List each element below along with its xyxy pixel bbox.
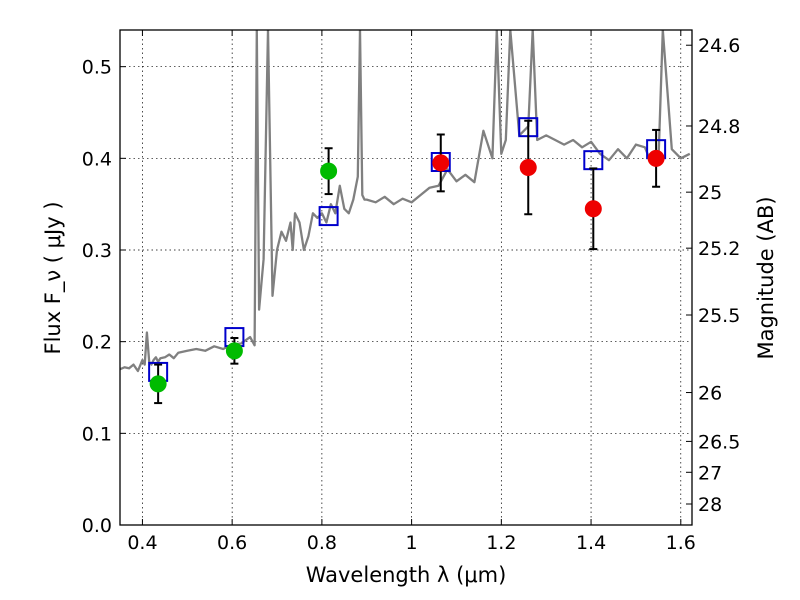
right-tick-label: 28 <box>698 494 722 516</box>
x-tick-label: 1 <box>406 532 418 554</box>
y-tick-label: 0.2 <box>82 332 112 354</box>
y-tick-label: 0.3 <box>82 240 112 262</box>
marker-layer <box>148 117 667 405</box>
model-photometry-point <box>318 206 339 227</box>
observed-optical-point <box>149 375 167 393</box>
x-tick-label: 0.8 <box>307 532 337 554</box>
x-tick-label: 0.6 <box>217 532 247 554</box>
right-tick-label: 24.8 <box>698 116 740 138</box>
y-tick-label: 0.1 <box>82 423 112 445</box>
observed-nir-point <box>432 154 450 172</box>
y-tick-label: 0.5 <box>82 57 112 79</box>
y-tick-label: 0.4 <box>82 148 112 170</box>
observed-nir-point <box>519 159 537 176</box>
right-tick-label: 24.6 <box>698 35 740 57</box>
right-tick-label: 26.5 <box>698 431 740 453</box>
right-tick-label: 27 <box>698 462 722 484</box>
right-tick-label: 25.5 <box>698 305 740 327</box>
y-tick-label: 0.0 <box>82 515 112 537</box>
right-tick-label: 25 <box>698 182 722 204</box>
x-tick-label: 1.6 <box>666 532 696 554</box>
observed-nir-point <box>584 200 602 218</box>
x-axis-label: Wavelength λ (μm) <box>306 563 507 587</box>
tick-layer: 0.4 0.6 0.8 1 1.2 1.4 1.6 0.0 0.1 0.2 0.3 0.4 0.5 24.… <box>82 30 740 554</box>
model-spectrum-line <box>120 30 691 373</box>
plot-frame <box>119 29 693 526</box>
right-tick-label: 25.2 <box>698 238 740 260</box>
observed-nir-point <box>647 149 665 167</box>
observed-optical-point <box>320 162 338 180</box>
spectrum-layer <box>120 30 691 373</box>
x-tick-label: 0.4 <box>127 532 157 554</box>
y-axis-label: Flux F_ν ( μJy ) <box>41 201 66 354</box>
right-axis-label: Magnitude (AB) <box>754 196 778 359</box>
observed-optical-point <box>225 342 243 360</box>
right-tick-label: 26 <box>698 383 722 405</box>
x-tick-label: 1.2 <box>486 532 516 554</box>
x-tick-label: 1.4 <box>576 532 606 554</box>
